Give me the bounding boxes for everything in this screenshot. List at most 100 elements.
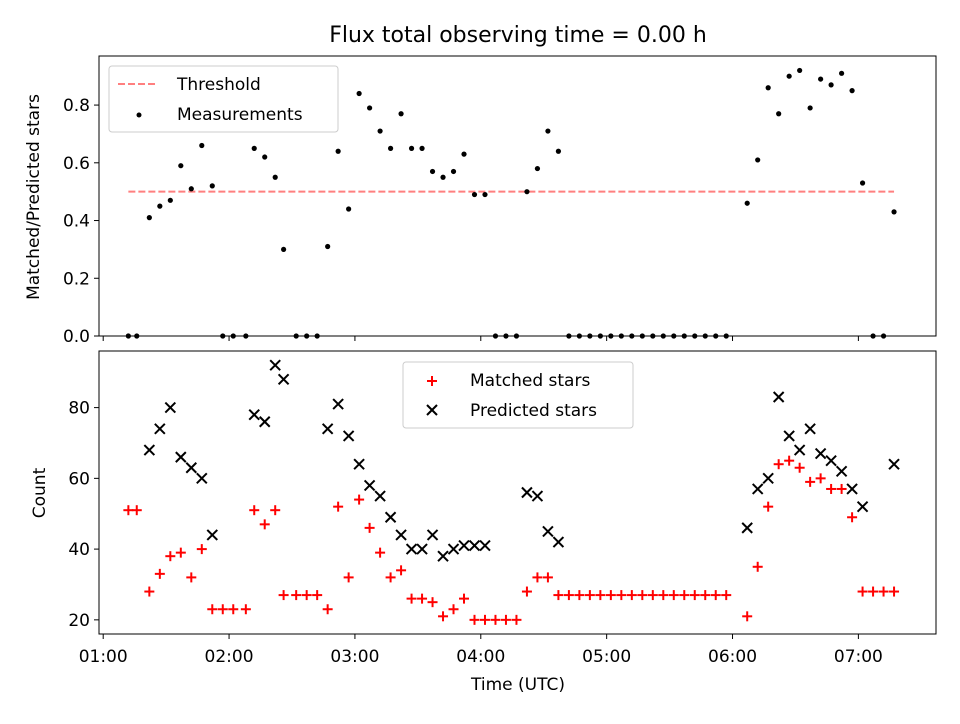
matched-stars-point [301, 590, 312, 601]
matched-stars-point [385, 572, 396, 583]
matched-stars-point [763, 501, 774, 512]
top-chart-plot-area: 0.0 0.2 0.4 0.6 0.8 [63, 67, 897, 347]
measurements-point [555, 148, 562, 154]
matched-stars-point [196, 544, 207, 555]
matched-stars-point [553, 590, 564, 601]
measurements-point [178, 163, 184, 169]
matched-stars-point [259, 519, 270, 530]
predicted-stars-point [374, 490, 386, 502]
measurements-point [461, 151, 467, 157]
predicted-stars-point [458, 539, 470, 552]
measurements-point [891, 209, 897, 215]
predicted-stars-point [772, 391, 785, 403]
measurements-point [335, 148, 341, 154]
predicted-stars-point [762, 472, 774, 485]
matched-stars-point [721, 590, 732, 601]
threshold-legend-label: Threshold [176, 75, 261, 95]
top-chart-frame [98, 55, 937, 337]
measurements-point [786, 73, 792, 79]
predicted-stars-point [154, 423, 166, 435]
matched-stars-point [490, 614, 501, 625]
matched-stars-point [438, 611, 449, 622]
top-chart-legend: Threshold Measurements [108, 65, 339, 133]
matched-stars-point [878, 586, 889, 597]
predicted-stars-point [405, 543, 418, 555]
predicted-stars-point [437, 550, 449, 562]
predicted-stars-point [468, 539, 481, 552]
bottom-y-tick-label: 20 [68, 611, 90, 631]
matched-stars-point [123, 505, 134, 516]
measurements-point [209, 183, 215, 189]
matched-stars-point [396, 565, 407, 576]
bottom-x-tick-label: 05:00 [582, 647, 631, 667]
predicted-stars-point [353, 458, 365, 470]
matched-stars-point [679, 590, 690, 601]
measurements-point [262, 154, 268, 160]
measurements-point [281, 246, 287, 253]
measurements-point [188, 186, 194, 192]
measurements-point [807, 105, 813, 111]
matched-stars-point [752, 561, 763, 572]
bottom-chart-frame [98, 350, 937, 635]
predicted-stars-point [846, 483, 858, 495]
measurements-point [534, 165, 541, 172]
predicted-stars-point [143, 444, 156, 456]
matched-stars-point [354, 494, 365, 505]
matched-stars-legend-swatch [427, 376, 437, 386]
matched-stars-point [658, 590, 669, 601]
predicted-stars-point [185, 462, 198, 474]
matched-stars-point [773, 459, 784, 470]
predicted-stars-point [248, 408, 260, 421]
predicted-stars-point [416, 543, 428, 555]
predicted-stars-point [531, 490, 544, 502]
measurements-point [157, 203, 163, 209]
predicted-stars-point [384, 511, 397, 523]
matched-stars-point [312, 590, 323, 601]
matched-stars-point [784, 455, 795, 466]
predicted-stars-point [825, 454, 837, 467]
predicted-stars-point [342, 430, 355, 442]
matched-stars-point [249, 505, 260, 516]
measurements-point [482, 191, 488, 198]
predicted-stars-point [804, 423, 816, 435]
matched-stars-point [700, 590, 711, 601]
matched-stars-point [469, 614, 480, 625]
matched-stars-point [406, 593, 417, 604]
matched-stars-point [165, 551, 176, 562]
top-chart-y-axis-label: Matched/Predicted stars [24, 94, 44, 300]
measurements-point [398, 111, 404, 117]
measurements-point [356, 90, 362, 97]
predicted-stars-point [856, 500, 869, 513]
top-y-tick-label: 0.2 [63, 269, 90, 289]
measurements-point [377, 128, 383, 134]
measurements-point [471, 191, 478, 198]
matched-stars-legend-label: Matched stars [470, 371, 590, 391]
measurements-point [744, 200, 750, 206]
bottom-chart-y-axis-label: Count [30, 467, 50, 518]
matched-stars-point [459, 593, 470, 604]
measurements-point [755, 157, 761, 163]
matched-stars-point [511, 614, 522, 625]
predicted-stars-legend-swatch [426, 404, 438, 416]
measurements-point [199, 142, 205, 149]
measurements-point [387, 145, 394, 151]
matched-stars-point [364, 522, 375, 533]
matched-stars-point [710, 590, 721, 601]
top-y-tick-label: 0.4 [63, 212, 90, 232]
matched-stars-point [521, 586, 532, 597]
measurements-point [839, 70, 845, 76]
matched-stars-point [857, 586, 868, 597]
matched-stars-point [805, 476, 816, 487]
matched-stars-point [532, 572, 543, 583]
matched-stars-point [689, 590, 700, 601]
matched-stars-point [186, 572, 197, 583]
predicted-stars-point [814, 447, 827, 460]
matched-stars-point [500, 614, 511, 625]
predicted-stars-point [277, 373, 290, 386]
predicted-stars-point [395, 529, 407, 541]
measurements-point [272, 174, 278, 180]
predicted-stars-point [835, 465, 848, 477]
predicted-stars-point [164, 401, 177, 414]
matched-stars-point [154, 568, 165, 579]
